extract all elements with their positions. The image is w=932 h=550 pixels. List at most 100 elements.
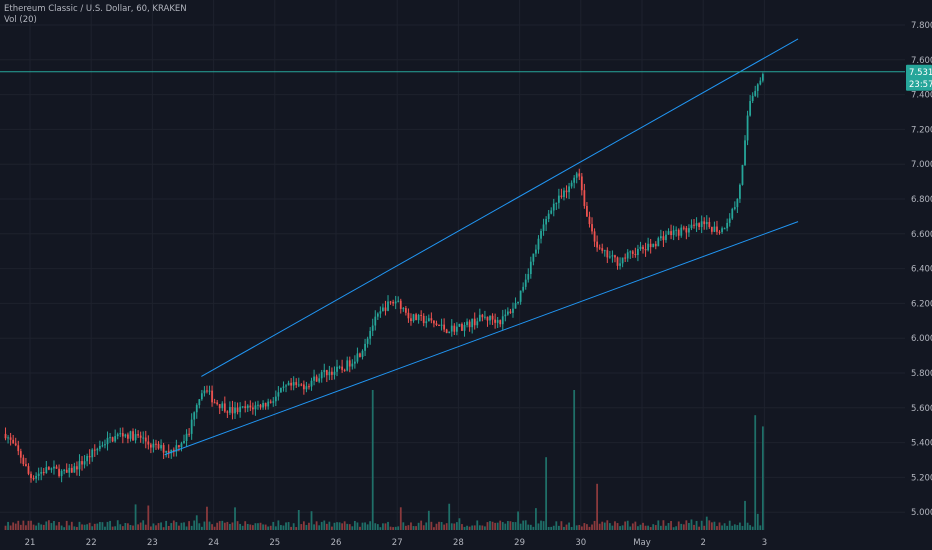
- candle-body: [341, 366, 344, 370]
- volume-bar: [529, 524, 532, 530]
- candle-body: [710, 227, 713, 232]
- volume-bar: [455, 522, 458, 530]
- volume-bar: [109, 520, 111, 530]
- volume-bar: [642, 522, 644, 530]
- volume-bar: [277, 520, 280, 530]
- candle-body: [302, 384, 305, 390]
- grid-lines: [0, 0, 905, 530]
- candle-body: [285, 385, 287, 387]
- volume-bar: [471, 525, 474, 530]
- volume-bar: [88, 522, 91, 530]
- candle-body: [570, 182, 573, 187]
- candle-body: [343, 369, 346, 371]
- volume-bar: [42, 524, 45, 530]
- volume-bar: [708, 520, 711, 530]
- volume-bar: [535, 508, 537, 530]
- price-axis[interactable]: 5.000 5.200 5.400 5.600 5.800 6.000 6.200 6.400…: [911, 21, 932, 518]
- candle-body: [568, 186, 570, 193]
- candle-body: [688, 228, 690, 233]
- candle-body: [754, 90, 757, 96]
- volume-bar: [580, 526, 583, 530]
- volume-bar: [489, 521, 491, 530]
- candle-body: [139, 435, 142, 438]
- candle-body: [318, 378, 321, 382]
- candle-body: [463, 325, 466, 331]
- candle-body: [713, 226, 716, 232]
- volume-bars: [4, 390, 764, 530]
- candle-body: [280, 387, 282, 393]
- candle-body: [30, 473, 32, 479]
- candle-body: [369, 330, 372, 339]
- volume-bar: [425, 522, 428, 530]
- volume-bar: [433, 527, 435, 530]
- candle-body: [690, 224, 693, 229]
- symbol-title[interactable]: Ethereum Classic / U.S. Dollar, 60, KRAK…: [4, 4, 187, 14]
- candle-body: [644, 249, 647, 251]
- candle-body: [443, 324, 446, 330]
- candle-body: [331, 371, 333, 375]
- candle-body: [14, 443, 17, 446]
- candle-body: [35, 475, 38, 479]
- volume-bar: [244, 521, 247, 530]
- trendline-lower[interactable]: [164, 221, 799, 456]
- candle-body: [116, 434, 119, 437]
- candle-body: [637, 248, 639, 256]
- volume-bar: [7, 521, 9, 530]
- candle-body: [7, 437, 9, 439]
- volume-bar: [575, 525, 578, 530]
- volume-bar: [703, 525, 706, 530]
- volume-bar: [397, 526, 400, 530]
- volume-bar: [611, 525, 614, 530]
- candle-body: [731, 208, 734, 219]
- volume-bar: [27, 520, 30, 530]
- volume-bar: [626, 520, 629, 530]
- volume-bar: [693, 524, 695, 530]
- volume-bar: [22, 520, 25, 530]
- candle-body: [506, 311, 509, 315]
- candle-body: [333, 371, 336, 375]
- candle-body: [37, 473, 40, 476]
- time-tick-label: 2: [700, 538, 705, 548]
- volume-indicator-label[interactable]: Vol (20): [4, 15, 37, 25]
- volume-bar: [315, 521, 318, 530]
- candle-body: [81, 461, 83, 465]
- candle-body: [198, 399, 201, 406]
- candle-body: [180, 443, 183, 448]
- volume-bar: [81, 524, 83, 530]
- volume-bar: [185, 526, 188, 530]
- time-axis[interactable]: 21 22 23 24 25 26 27 28 29 30 May 2 3: [25, 538, 768, 548]
- trendline-upper[interactable]: [201, 38, 799, 377]
- candle-body: [264, 402, 267, 407]
- candle-body: [626, 252, 629, 259]
- candle-body: [246, 405, 249, 409]
- candle-body: [76, 466, 78, 470]
- price-tick-label: 6.200: [911, 299, 932, 309]
- price-tick-label: 7.000: [911, 160, 932, 170]
- candle-body: [290, 382, 293, 386]
- candle-body: [705, 221, 708, 225]
- candle-body: [657, 238, 660, 247]
- candle-body: [501, 316, 504, 325]
- candle-body: [124, 434, 127, 437]
- volume-bar: [555, 521, 558, 530]
- candle-body: [86, 456, 89, 462]
- candle-body: [606, 250, 609, 258]
- volume-bar: [83, 524, 86, 530]
- trend-lines[interactable]: [164, 38, 799, 456]
- candle-body: [216, 402, 219, 405]
- candle-body: [165, 450, 168, 453]
- candle-body: [685, 227, 688, 233]
- volume-bar: [371, 390, 374, 530]
- volume-bar: [114, 526, 117, 530]
- volume-bar: [448, 503, 451, 530]
- volume-bar: [267, 526, 270, 530]
- volume-bar: [96, 523, 99, 530]
- volume-bar: [12, 522, 15, 530]
- candle-body: [412, 314, 415, 322]
- candle-body: [586, 205, 588, 217]
- volume-bar: [392, 527, 395, 530]
- price-tick-label: 6.800: [911, 195, 932, 205]
- volume-bar: [563, 526, 565, 530]
- candlesticks: [4, 72, 764, 483]
